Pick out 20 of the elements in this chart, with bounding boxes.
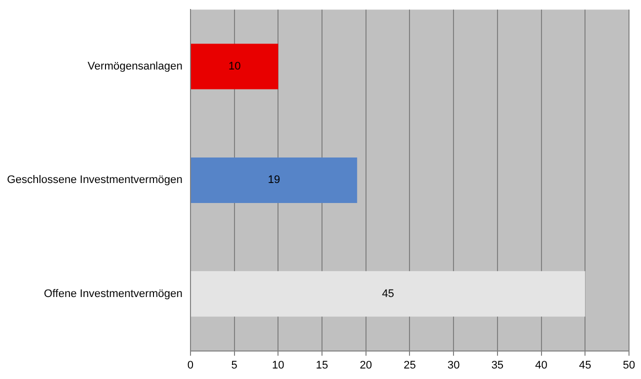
x-tick-label: 30: [447, 359, 460, 372]
data-label: 10: [228, 60, 241, 72]
x-tick-label: 35: [491, 359, 504, 372]
x-tick-label: 20: [360, 359, 372, 372]
x-tick-label: 25: [404, 359, 416, 372]
bar: [190, 157, 358, 203]
data-label: 45: [382, 288, 394, 300]
x-tick-label: 40: [535, 359, 548, 372]
x-tick-label: 50: [622, 359, 636, 372]
y-tick-label: Vermögensanlagen: [88, 60, 182, 72]
x-tick-label: 0: [187, 359, 194, 372]
bar: [190, 271, 586, 317]
x-tick-label: 10: [272, 359, 284, 372]
x-tick-label: 15: [316, 359, 328, 372]
x-tick-label: 5: [231, 359, 238, 372]
y-tick-label: Geschlossene Investmentvermögen: [6, 174, 182, 186]
bar: [190, 44, 278, 90]
y-tick-label: Offene Investmentvermögen: [44, 288, 182, 300]
x-tick-label: 45: [579, 359, 592, 372]
data-label: 19: [268, 174, 280, 186]
